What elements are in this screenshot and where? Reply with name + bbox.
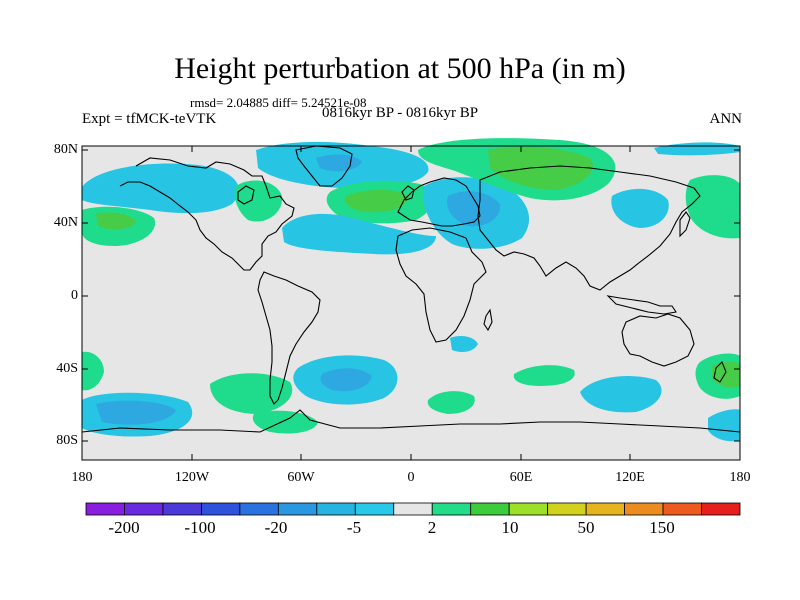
colorbar [85,502,741,516]
colorbar-swatch [277,502,318,516]
positive-anomaly-region [685,175,740,239]
colorbar-swatch [393,502,433,516]
negative-anomaly-region [450,336,478,352]
coastline-south-america [257,271,321,405]
colorbar-swatch [701,502,741,516]
lat-tick-label: 80N [53,142,78,157]
colorbar-swatch [124,502,164,516]
colorbar-swatch [316,502,356,516]
coastline-new-zealand [713,361,727,383]
coastline-indonesia [606,295,677,315]
coastline-australia [621,313,695,367]
positive-anomaly-region [96,212,136,230]
colorbar-swatch [162,502,202,516]
colorbar-label: 2 [427,518,437,537]
negative-anomaly-region [580,376,662,413]
positive-anomaly-region [82,351,104,391]
colorbar-label: -20 [264,518,288,537]
colorbar-label: -5 [346,518,362,537]
colorbar-label: 50 [577,518,595,537]
negative-anomaly-region [446,191,501,227]
coastline-greenland [295,145,353,187]
coastline-hudson-bay [237,185,255,205]
lon-tick-label: 120E [615,470,645,485]
experiment-label: Expt = tfMCK-teVTK [82,111,217,127]
colorbar-label: 150 [649,518,675,537]
lat-tick-label: 0 [71,288,78,303]
colorbar-label: -100 [184,518,216,537]
coastline-africa [395,227,487,343]
coastlines [81,145,741,433]
coastline-britain [401,185,415,201]
coastline-antarctica [81,409,741,433]
lat-tick-label: 40N [53,215,78,230]
positive-anomaly-region [513,365,575,386]
positive-anomaly-region [210,373,293,414]
colorbar-label: -200 [108,518,140,537]
positive-anomaly-region [427,391,475,414]
negative-anomaly-region [316,154,362,172]
negative-anomaly-region [708,409,740,442]
lon-tick-label: 120W [174,470,210,485]
colorbar-label: 10 [501,518,519,537]
colorbar-swatch [85,502,125,516]
coastline-north-america [119,157,295,271]
negative-anomaly-region [96,400,176,425]
map-title: Height perturbation at 500 hPa (in m) [174,52,626,85]
colorbar-swatch [547,502,587,516]
colorbar-swatch [354,502,395,516]
lat-tick-label: 80S [56,433,78,448]
coastline-japan [679,211,691,238]
colorbar-swatch [431,502,472,516]
negative-anomaly-region [654,142,740,156]
period-label: 0816kyr BP - 0816kyr BP [322,105,479,121]
lon-tick-label: 180 [71,470,93,485]
negative-anomaly-region [611,188,669,228]
positive-anomaly-region [344,190,409,213]
negative-anomaly-region [82,163,239,214]
colorbar-swatch [239,502,279,516]
coastline-europe [397,177,481,227]
lon-tick-label: 180 [729,470,751,485]
colorbar-swatch [470,502,510,516]
coastline-madagascar [483,308,493,332]
lon-tick-label: 0 [407,470,415,485]
season-label: ANN [709,111,743,127]
negative-anomaly-region [282,213,436,255]
positive-anomaly-region [234,180,283,222]
lon-tick-label: 60E [509,470,533,485]
coastline-asia [477,165,701,291]
colorbar-swatch [624,502,664,516]
lon-tick-label: 60W [287,470,315,485]
negative-anomaly-region [320,368,372,392]
colorbar-swatch [585,502,625,516]
lat-tick-label: 40S [56,361,78,376]
colorbar-swatch [508,502,549,516]
colorbar-swatch [201,502,241,516]
colorbar-swatch [662,502,702,516]
axis-ticks [82,146,740,460]
rmsd-diff-text: rmsd= 2.04885 diff= 5.24521e-08 [190,95,367,110]
positive-anomaly-region [488,146,593,190]
